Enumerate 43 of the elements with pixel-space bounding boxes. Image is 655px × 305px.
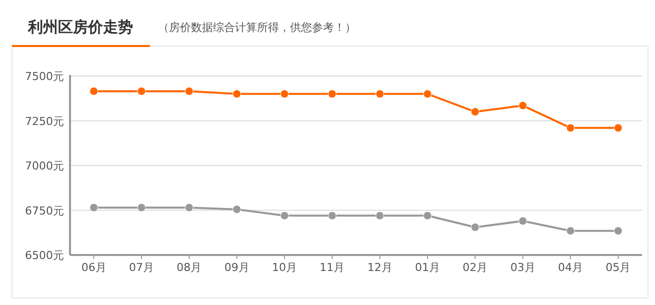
point <box>184 86 194 96</box>
y-tick-label: 6750元 <box>25 204 64 218</box>
point <box>328 211 336 220</box>
point <box>137 203 146 212</box>
point <box>423 90 432 98</box>
point <box>328 90 336 98</box>
point <box>184 203 194 212</box>
point <box>566 226 575 236</box>
x-tick-label: 06月 <box>81 261 106 274</box>
chart-title: 利州区房价走势 <box>27 18 133 36</box>
x-tick-label: 07月 <box>129 261 154 274</box>
x-tick-label: 12月 <box>367 261 392 274</box>
point <box>232 205 242 214</box>
point <box>137 86 146 96</box>
x-tick-label: 03月 <box>510 261 536 274</box>
point <box>470 223 480 232</box>
point <box>614 226 622 236</box>
point <box>470 108 480 116</box>
point <box>566 124 575 132</box>
point <box>90 203 98 212</box>
point <box>232 90 242 98</box>
point <box>376 90 384 98</box>
y-tick-label: 7000元 <box>25 160 64 172</box>
point <box>90 86 98 96</box>
point <box>423 211 432 220</box>
point <box>280 211 289 220</box>
point <box>376 211 384 220</box>
chart-subtitle: （房价数据综合计算所得，供您参考！） <box>158 21 356 34</box>
x-tick-label: 08月 <box>176 261 202 274</box>
x-tick-label: 02月 <box>462 261 488 274</box>
point <box>518 101 528 110</box>
x-tick-label: 05月 <box>606 261 631 274</box>
point <box>518 216 528 226</box>
y-tick-label: 6500元 <box>25 249 64 262</box>
x-tick-label: 04月 <box>558 261 583 274</box>
x-tick-label: 01月 <box>415 261 440 274</box>
point <box>280 90 289 98</box>
y-tick-label: 7250元 <box>25 114 64 128</box>
x-tick-label: 10月 <box>272 261 297 274</box>
point <box>614 124 622 132</box>
y-tick-label: 7500元 <box>25 70 64 83</box>
x-tick-label: 11月 <box>320 261 345 274</box>
x-tick-label: 09月 <box>224 261 250 274</box>
